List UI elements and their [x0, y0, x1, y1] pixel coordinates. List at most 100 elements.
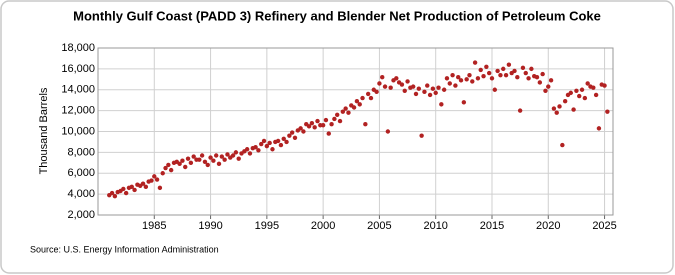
- data-point: [456, 75, 461, 80]
- y-tick-label: 6,000: [67, 167, 95, 179]
- x-tick-label: 2025: [592, 220, 616, 232]
- data-point: [121, 186, 126, 192]
- data-point: [346, 110, 351, 115]
- data-point: [464, 77, 469, 82]
- data-point: [360, 95, 365, 101]
- data-point: [149, 178, 154, 183]
- data-point: [180, 158, 185, 163]
- data-point: [112, 194, 118, 199]
- data-point: [596, 126, 602, 131]
- data-point: [140, 181, 146, 186]
- x-tick-label: 1985: [142, 220, 166, 232]
- data-point: [219, 154, 225, 159]
- data-point: [419, 133, 424, 138]
- data-point: [160, 171, 165, 176]
- data-point: [436, 85, 441, 90]
- data-point: [425, 83, 430, 88]
- y-tick-label: 16,000: [61, 63, 95, 75]
- data-point: [202, 159, 208, 164]
- data-point: [517, 108, 523, 113]
- data-point: [374, 89, 379, 95]
- source-note: Source: U.S. Energy Information Administ…: [30, 244, 219, 254]
- data-point: [152, 174, 157, 179]
- data-point: [284, 139, 289, 145]
- data-point: [343, 106, 348, 111]
- data-point: [256, 148, 261, 153]
- data-point: [230, 153, 236, 158]
- data-point: [591, 85, 596, 90]
- data-point: [213, 153, 219, 158]
- data-point: [577, 93, 582, 99]
- data-point: [185, 156, 191, 161]
- data-point: [484, 64, 489, 69]
- data-point: [225, 152, 230, 157]
- y-tick-label: 2,000: [67, 209, 95, 221]
- data-point: [439, 102, 444, 107]
- data-point: [109, 190, 115, 196]
- data-point: [554, 110, 559, 115]
- data-point: [520, 65, 526, 71]
- data-point: [275, 138, 281, 144]
- data-point: [444, 76, 450, 81]
- data-point: [329, 121, 334, 127]
- data-point: [261, 138, 267, 144]
- data-point: [515, 75, 520, 80]
- data-point: [335, 112, 340, 118]
- data-point: [267, 140, 272, 146]
- data-point: [562, 99, 568, 104]
- data-point: [326, 131, 331, 136]
- data-point: [574, 88, 579, 93]
- data-point: [129, 184, 134, 190]
- data-point: [540, 71, 545, 77]
- data-point: [560, 142, 565, 148]
- data-point: [368, 95, 374, 101]
- data-point: [287, 133, 292, 138]
- data-point: [233, 150, 239, 155]
- y-tick-label: 14,000: [61, 84, 95, 96]
- data-point: [382, 84, 388, 89]
- data-point: [399, 82, 405, 87]
- data-point: [354, 99, 360, 104]
- data-point: [388, 85, 393, 90]
- data-point: [278, 142, 284, 148]
- data-point: [216, 161, 222, 167]
- data-point: [154, 177, 160, 182]
- x-tick-label: 2005: [367, 220, 391, 232]
- data-point: [489, 76, 495, 81]
- data-point: [506, 62, 512, 67]
- data-point: [183, 164, 188, 170]
- data-point: [132, 187, 137, 193]
- data-point: [253, 144, 258, 150]
- y-tick-label: 4,000: [67, 188, 95, 200]
- data-point: [501, 66, 506, 72]
- data-point: [467, 72, 472, 78]
- data-point: [529, 66, 534, 72]
- data-point: [365, 91, 371, 97]
- data-point: [450, 72, 455, 78]
- y-tick-label: 12,000: [61, 105, 95, 117]
- data-point: [571, 107, 576, 112]
- data-point: [605, 109, 610, 114]
- data-point: [593, 92, 599, 98]
- data-point: [430, 86, 436, 91]
- data-point: [410, 84, 416, 89]
- data-point: [188, 160, 194, 166]
- data-point: [461, 100, 467, 105]
- data-point: [453, 83, 458, 88]
- data-point: [495, 68, 500, 74]
- data-point: [543, 88, 548, 93]
- data-point: [259, 141, 264, 147]
- data-point: [579, 87, 585, 92]
- data-point: [486, 70, 492, 76]
- x-tick-label: 1990: [198, 220, 222, 232]
- chart-title: Monthly Gulf Coast (PADD 3) Refinery and…: [73, 8, 601, 23]
- data-point: [177, 161, 182, 167]
- data-point: [363, 121, 368, 127]
- plot-border: [97, 47, 614, 216]
- data-point: [492, 87, 498, 92]
- data-point: [433, 90, 438, 96]
- data-point: [472, 60, 478, 65]
- x-tick-label: 1995: [255, 220, 279, 232]
- data-point: [264, 143, 270, 149]
